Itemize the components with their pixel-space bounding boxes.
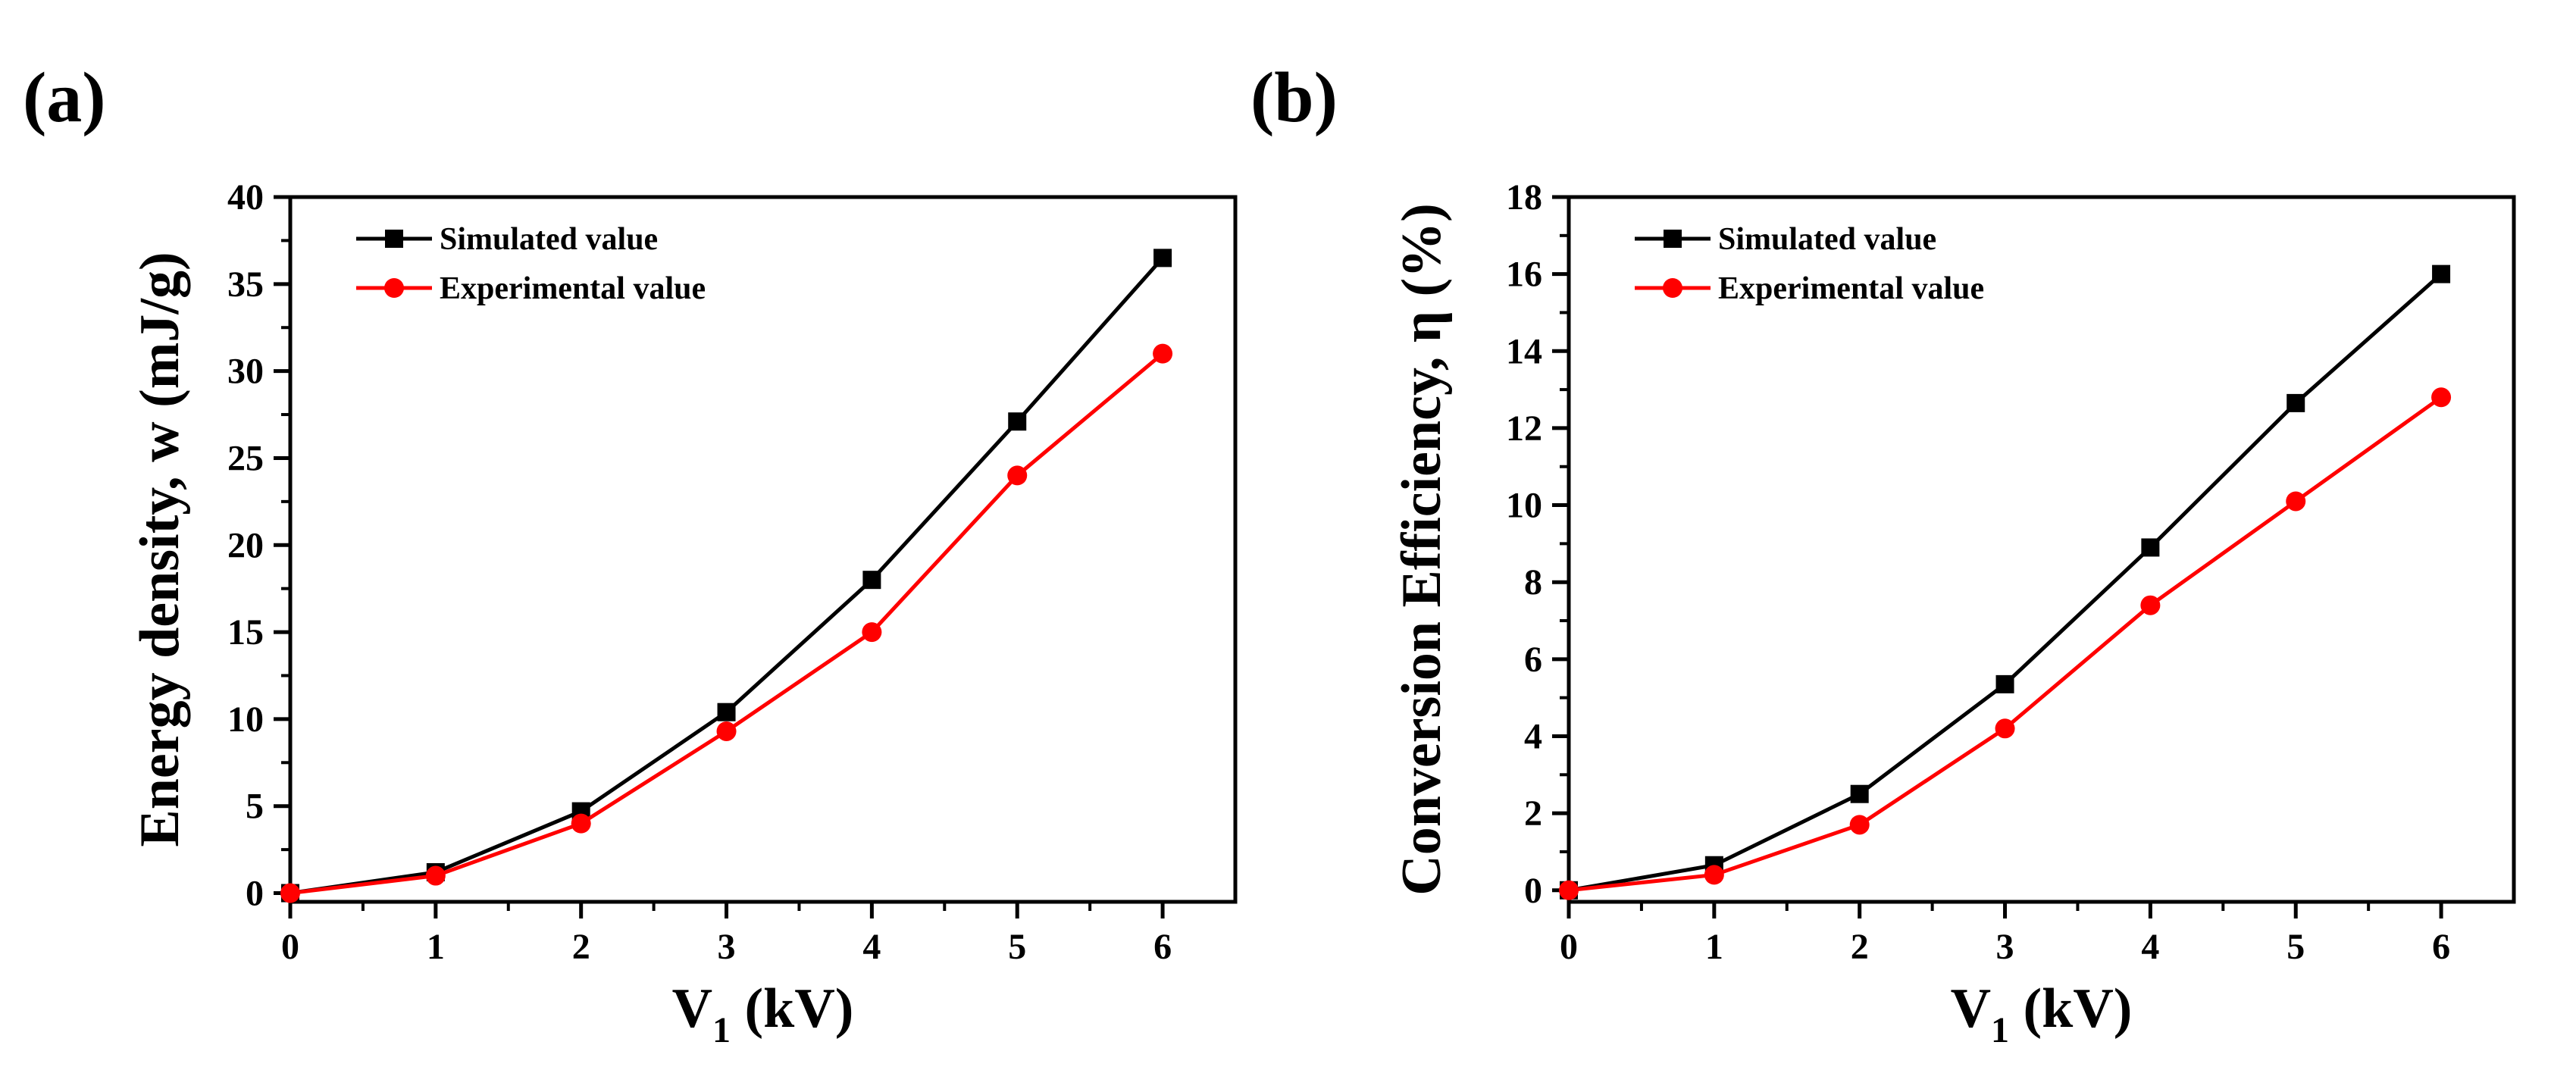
y-tick-label: 15 [227, 612, 264, 652]
y-axis-title: Conversion Efficiency, η (%) [1391, 203, 1453, 895]
x-tick-label: 1 [1705, 927, 1723, 967]
data-point-experimental [862, 622, 882, 643]
y-tick-label: 12 [1506, 408, 1542, 449]
y-tick-label: 18 [1506, 177, 1542, 217]
x-tick-label: 0 [281, 927, 299, 967]
data-point-experimental [425, 865, 446, 886]
x-tick-label: 6 [1153, 927, 1172, 967]
data-point-experimental [2140, 595, 2161, 615]
y-tick-label: 8 [1524, 562, 1542, 602]
x-tick-label: 6 [2432, 927, 2450, 967]
data-point-simulated [862, 571, 881, 590]
y-tick-label: 35 [227, 264, 264, 305]
series-line-experimental [1568, 396, 2443, 893]
y-axis-title: Energy density, w (mJ/g) [129, 252, 191, 846]
data-point-simulated [2141, 538, 2160, 557]
series-line-experimental [290, 352, 1164, 896]
y-tick-label: 2 [1524, 793, 1542, 834]
x-axis-title-subscript: 1 [1991, 1010, 2009, 1050]
y-tick-label: 25 [227, 438, 264, 478]
x-axis-title-rest: (kV) [2009, 978, 2132, 1040]
legend-label: Experimental value [440, 271, 706, 306]
data-point-simulated [2286, 393, 2305, 412]
data-point-experimental [1153, 343, 1173, 364]
data-point-experimental [716, 721, 737, 741]
data-point-experimental [2431, 387, 2452, 408]
legend-marker-circle [1663, 278, 1682, 298]
data-point-simulated [1153, 249, 1172, 268]
data-point-simulated [717, 703, 736, 721]
y-tick-label: 20 [227, 525, 264, 565]
x-tick-label: 2 [572, 927, 590, 967]
x-tick-label: 2 [1851, 927, 1869, 967]
x-axis-title: V1 (kV) [672, 978, 854, 1050]
data-point-experimental [280, 883, 300, 903]
y-tick-label: 14 [1506, 331, 1542, 371]
x-axis-title-main: V [1951, 978, 1991, 1040]
panel-b-label: (b) [1250, 58, 1338, 137]
y-tick-label: 6 [1524, 640, 1542, 680]
legend-marker-circle [384, 278, 404, 298]
x-axis-title-subscript: 1 [712, 1010, 731, 1050]
x-tick-label: 3 [718, 927, 736, 967]
x-axis-title-rest: (kV) [731, 978, 853, 1040]
data-point-experimental [2286, 491, 2306, 512]
data-point-experimental [1995, 718, 2015, 739]
x-tick-label: 5 [1008, 927, 1026, 967]
series-line-simulated [290, 256, 1164, 895]
legend-label: Experimental value [1718, 271, 1984, 306]
y-tick-label: 0 [1524, 871, 1542, 911]
data-point-experimental [1007, 465, 1028, 486]
data-point-simulated [2432, 264, 2451, 283]
y-tick-label: 10 [1506, 486, 1542, 526]
series-line-simulated [1568, 272, 2443, 893]
plot-frame [288, 195, 1238, 904]
x-tick-label: 0 [1560, 927, 1578, 967]
x-axis-title-main: V [672, 978, 712, 1040]
y-tick-label: 4 [1524, 716, 1542, 756]
legend-marker-square [385, 230, 403, 248]
y-tick-label: 30 [227, 352, 264, 392]
data-point-simulated [1850, 784, 1869, 803]
y-tick-label: 5 [246, 787, 264, 827]
data-point-experimental [571, 813, 591, 834]
y-tick-label: 40 [227, 177, 264, 217]
legend-label: Simulated value [440, 222, 658, 257]
panel-a-label: (a) [23, 58, 106, 137]
legend-marker-square [1664, 230, 1682, 248]
x-tick-label: 3 [1996, 927, 2014, 967]
x-tick-label: 1 [427, 927, 445, 967]
data-point-simulated [1008, 412, 1027, 431]
plot-frame [1567, 195, 2516, 904]
y-tick-label: 0 [246, 874, 264, 914]
x-axis-title: V1 (kV) [1951, 978, 2133, 1050]
data-point-experimental [1704, 865, 1724, 885]
x-tick-label: 5 [2286, 927, 2305, 967]
x-tick-label: 4 [862, 927, 881, 967]
data-point-simulated [1995, 674, 2014, 693]
x-tick-label: 4 [2141, 927, 2159, 967]
data-point-experimental [1849, 815, 1870, 835]
y-tick-label: 16 [1506, 255, 1542, 295]
y-tick-label: 10 [227, 699, 264, 740]
data-point-experimental [1559, 880, 1579, 900]
legend-label: Simulated value [1718, 222, 1936, 257]
